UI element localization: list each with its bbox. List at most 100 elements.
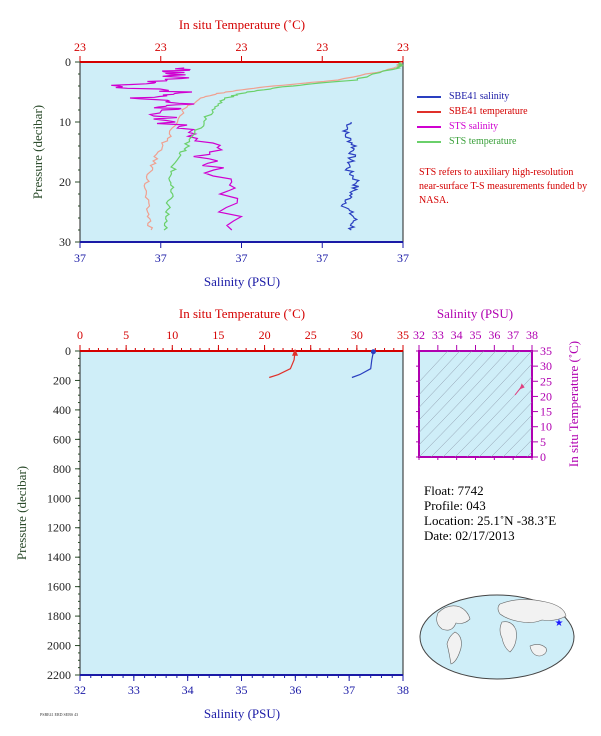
ts-temp-tick-label: 25 xyxy=(540,374,552,388)
bottom-sal-tick-label: 36 xyxy=(289,683,301,697)
top-series-line xyxy=(340,121,361,231)
bottom-pressure-tick-label: 600 xyxy=(53,432,71,446)
top-temp-tick-label: 23 xyxy=(397,40,409,54)
ts-temp-tick-label: 10 xyxy=(540,420,552,434)
top-temp-tick-label: 23 xyxy=(236,40,248,54)
legend-label: SBE41 salinity xyxy=(449,91,510,102)
map-land-eurasia xyxy=(497,599,567,623)
ts-contour-line xyxy=(454,376,532,457)
ts-contour-line xyxy=(419,351,461,396)
bottom-pressure-tick-label: 800 xyxy=(53,462,71,476)
ts-diagram-panel: Salinity (PSU) In situ Temperature (˚C) … xyxy=(413,306,581,467)
ts-plot-area xyxy=(418,350,533,458)
top-series-line xyxy=(111,67,244,231)
ts-sal-tick-label: 32 xyxy=(413,328,425,342)
bottom-profile-panel: In situ Temperature (˚C) Salinity (PSU) … xyxy=(14,306,409,721)
legend-swatch xyxy=(417,110,441,113)
bottom-temp-tick-label: 20 xyxy=(259,328,271,342)
bottom-temp-tick-label: 15 xyxy=(212,328,224,342)
bottom-sal-tick-label: 32 xyxy=(74,683,86,697)
ts-points-group xyxy=(514,383,525,396)
ts-contour-line xyxy=(419,351,497,433)
bottom-series-group xyxy=(269,348,376,379)
bottom-temp-tick-label: 25 xyxy=(305,328,317,342)
ts-temp-tick-label: 15 xyxy=(540,405,552,419)
bottom-sal-tick-label: 33 xyxy=(128,683,140,697)
ts-contour-line xyxy=(419,351,449,383)
bottom-sal-tick-label: 35 xyxy=(236,683,248,697)
bottom-pressure-tick-label: 200 xyxy=(53,373,71,387)
top-plot-area xyxy=(79,61,404,243)
top-temperature-axis-label: In situ Temperature (˚C) xyxy=(179,17,305,32)
legend-label: STS salinity xyxy=(449,121,499,132)
ts-profile-marker xyxy=(519,383,525,390)
bottom-temp-tick-label: 0 xyxy=(77,328,83,342)
top-temp-tick-label: 23 xyxy=(155,40,167,54)
bottom-sal-tick-label: 34 xyxy=(182,683,194,697)
ts-contour-line xyxy=(490,414,532,457)
top-pressure-tick-label: 0 xyxy=(65,55,71,69)
top-pressure-tick-label: 20 xyxy=(59,175,71,189)
location: Location: 25.1˚N -38.3˚E xyxy=(424,513,557,528)
bottom-sal-tick-label: 37 xyxy=(343,683,355,697)
date: Date: 02/17/2013 xyxy=(424,528,515,543)
top-sal-tick-label: 37 xyxy=(236,251,248,265)
bottom-pressure-tick-label: 400 xyxy=(53,403,71,417)
ts-sal-tick-label: 36 xyxy=(488,328,500,342)
bottom-axis-ticks: 0 5 10 15 20 25 30 35 32 33 34 35 36 37 38 0 200 400 600 80… xyxy=(47,328,409,697)
legend-swatch xyxy=(417,140,441,143)
ts-sal-tick-label: 35 xyxy=(470,328,482,342)
ts-contour-line xyxy=(478,401,532,457)
bottom-temperature-line xyxy=(269,351,296,379)
ts-sal-tick-label: 38 xyxy=(526,328,538,342)
ts-contour-line xyxy=(419,351,509,446)
float-info-block: Float: 7742 Profile: 043 Location: 25.1˚… xyxy=(424,483,556,543)
top-profile-panel: In situ Temperature (˚C) Salinity (PSU) … xyxy=(30,17,409,289)
bottom-temperature-axis-label: In situ Temperature (˚C) xyxy=(179,306,305,321)
bottom-pressure-tick-label: 1000 xyxy=(47,491,71,505)
bottom-temp-tick-label: 35 xyxy=(397,328,409,342)
legend-item-sts-temperature: STS temperature xyxy=(417,134,528,149)
top-sal-tick-label: 37 xyxy=(316,251,328,265)
ts-salinity-axis-label: Salinity (PSU) xyxy=(437,306,513,321)
ts-contour-line xyxy=(442,363,532,457)
bottom-sal-tick-label: 38 xyxy=(397,683,409,697)
legend-swatch xyxy=(417,95,441,98)
bottom-temp-tick-label: 10 xyxy=(166,328,178,342)
float-location-star: ★ xyxy=(555,618,564,629)
legend-swatch xyxy=(417,125,441,128)
top-legend: SBE41 salinity SBE41 temperature STS sal… xyxy=(417,89,528,149)
top-series-line xyxy=(163,61,405,231)
ts-temp-tick-label: 30 xyxy=(540,359,552,373)
map-land-americas xyxy=(436,605,471,631)
top-sal-tick-label: 37 xyxy=(74,251,86,265)
bottom-pressure-tick-label: 1200 xyxy=(47,521,71,535)
legend-label: STS temperature xyxy=(449,136,517,147)
bottom-pressure-tick-label: 1400 xyxy=(47,550,71,564)
bottom-temperature-marker xyxy=(292,348,299,356)
legend-label: SBE41 temperature xyxy=(449,106,528,117)
top-sal-tick-label: 37 xyxy=(155,251,167,265)
ts-density-contours xyxy=(419,351,532,457)
ts-contour-line xyxy=(419,351,473,408)
map-land-australia xyxy=(529,644,547,657)
ts-temp-tick-label: 20 xyxy=(540,389,552,403)
ts-contour-line xyxy=(419,351,521,457)
ts-temp-tick-label: 5 xyxy=(540,435,546,449)
top-temp-tick-label: 23 xyxy=(316,40,328,54)
top-temp-tick-label: 23 xyxy=(74,40,86,54)
legend-item-sts-salinity: STS salinity xyxy=(417,119,528,134)
sts-note: STS refers to auxiliary high-resolution … xyxy=(419,167,588,206)
bottom-pressure-tick-label: 0 xyxy=(65,344,71,358)
ts-contour-line xyxy=(502,427,532,457)
ts-contour-line xyxy=(430,351,532,457)
bottom-salinity-line xyxy=(351,351,374,379)
top-axis-ticks: 23 23 23 23 23 37 37 37 37 37 0 10 20 30 xyxy=(59,40,409,265)
bottom-plot-area xyxy=(79,350,404,676)
ts-contour-line xyxy=(526,451,532,457)
top-pressure-tick-label: 30 xyxy=(59,235,71,249)
bottom-pressure-tick-label: 2200 xyxy=(47,668,71,682)
map-land-africa xyxy=(499,621,517,653)
ts-sal-tick-label: 34 xyxy=(451,328,463,342)
